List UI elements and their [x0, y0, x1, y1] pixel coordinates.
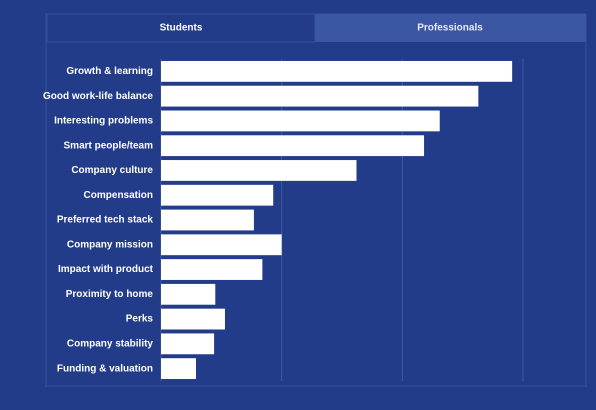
- y-tick-label: Company culture: [71, 165, 153, 176]
- bar: [161, 358, 196, 380]
- y-tick-label: Preferred tech stack: [57, 215, 154, 226]
- y-tick-label: Funding & valuation: [57, 363, 153, 374]
- bar: [161, 209, 254, 231]
- bar: [161, 135, 425, 157]
- y-tick-label: Growth & learning: [66, 66, 153, 77]
- tab[interactable]: [46, 13, 316, 43]
- y-tick-label: Perks: [126, 314, 154, 325]
- y-tick-label: Impact with product: [58, 264, 154, 275]
- bar: [161, 85, 479, 107]
- bar: [161, 283, 216, 305]
- tab-label[interactable]: Students: [160, 23, 203, 34]
- y-tick-label: Proximity to home: [66, 289, 154, 300]
- y-tick-label: Smart people/team: [64, 140, 154, 151]
- tab[interactable]: [315, 14, 586, 42]
- y-tick-label: Good work-life balance: [43, 91, 153, 102]
- y-tick-label: Company stability: [67, 338, 154, 349]
- bar: [161, 160, 357, 181]
- bar: [161, 333, 215, 355]
- bar: [161, 308, 225, 330]
- bar: [161, 110, 440, 132]
- y-tick-label: Interesting problems: [54, 116, 153, 127]
- tab-label[interactable]: Professionals: [417, 23, 483, 34]
- bar: [161, 184, 274, 206]
- bar: [161, 60, 513, 82]
- bar: [161, 234, 282, 256]
- y-tick-label: Company mission: [67, 239, 153, 250]
- y-tick-label: Compensation: [84, 190, 153, 201]
- bar: [161, 259, 263, 280]
